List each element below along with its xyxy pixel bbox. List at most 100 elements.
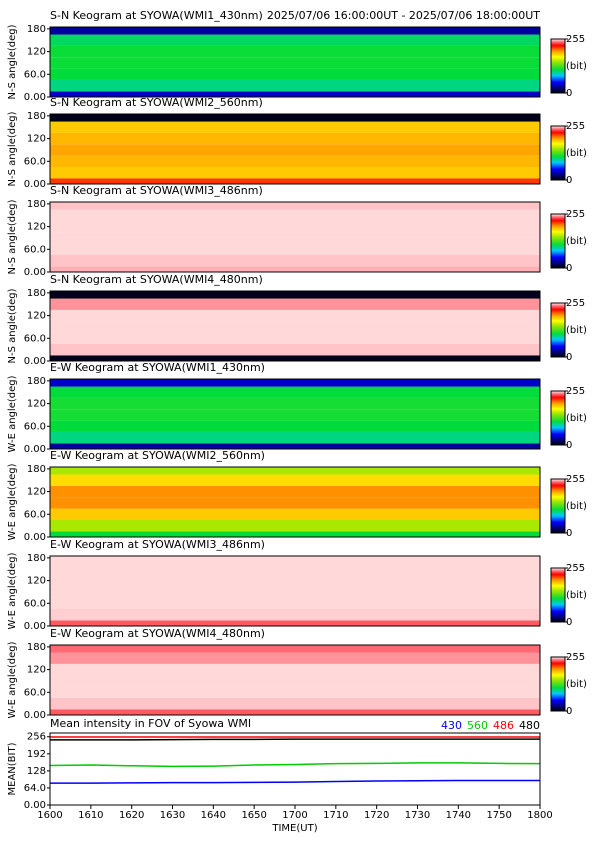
- y-tick-label: 64.0: [24, 783, 46, 794]
- panel-title: Mean intensity in FOV of Syowa WMI: [50, 717, 251, 730]
- keogram-band: [50, 397, 540, 410]
- y-tick-label: 60.0: [24, 421, 46, 432]
- legend-entry: 480: [519, 719, 540, 732]
- keogram-band: [50, 556, 540, 564]
- x-tick-label: 1710: [323, 810, 348, 821]
- keogram-band: [50, 467, 540, 475]
- x-tick-label: 1720: [364, 810, 389, 821]
- colorbar: [550, 302, 566, 358]
- colorbar: [550, 213, 566, 269]
- keogram-band: [50, 586, 540, 598]
- colorbar-label: (bit): [566, 325, 587, 336]
- keogram-band: [50, 574, 540, 587]
- keogram-band: [50, 652, 540, 664]
- colorbar-label: (bit): [566, 679, 587, 690]
- y-tick-label: 180: [27, 199, 46, 210]
- colorbar-label: (bit): [566, 501, 587, 512]
- y-axis-label: W-E angle(deg): [7, 375, 18, 452]
- y-tick-label: 0.00: [24, 92, 46, 103]
- y-tick-label: 0.00: [24, 267, 46, 278]
- plot-frame: [49, 290, 541, 362]
- y-axis-label: W-E angle(deg): [7, 552, 18, 629]
- keogram-band: [50, 443, 540, 449]
- keogram-band: [50, 114, 540, 122]
- colorbar: [550, 656, 566, 712]
- y-tick-label: 180: [27, 24, 46, 35]
- plot-frame: [49, 466, 541, 538]
- keogram-band: [50, 57, 540, 69]
- keogram-band: [50, 132, 540, 145]
- colorbar: [550, 38, 566, 94]
- colorbar-tick-label: 255: [566, 652, 585, 663]
- keogram-band: [50, 178, 540, 184]
- plot-frame: [49, 26, 541, 98]
- panel-title: S-N Keogram at SYOWA(WMI4_480nm): [50, 273, 263, 286]
- keogram-band: [50, 420, 540, 432]
- colorbar-tick-label: 0: [566, 352, 572, 363]
- panel-title: S-N Keogram at SYOWA(WMI1_430nm): [50, 9, 263, 22]
- colorbar-tick-label: 0: [566, 528, 572, 539]
- keogram-band: [50, 431, 540, 444]
- y-tick-label: 180: [27, 111, 46, 122]
- legend-entry: 486: [493, 719, 514, 732]
- colorbar: [550, 567, 566, 623]
- y-tick-label: 0.00: [24, 532, 46, 543]
- y-tick-label: 60.0: [24, 333, 46, 344]
- panel-title: E-W Keogram at SYOWA(WMI3_486nm): [50, 538, 265, 551]
- keogram-band: [50, 409, 540, 421]
- y-tick-label: 128: [27, 766, 46, 777]
- panel-title: E-W Keogram at SYOWA(WMI2_560nm): [50, 449, 265, 462]
- x-tick-label: 1730: [405, 810, 430, 821]
- keogram-band: [50, 508, 540, 520]
- x-tick-label: 1750: [486, 810, 511, 821]
- y-tick-label: 60.0: [24, 598, 46, 609]
- keogram-band: [50, 645, 540, 653]
- y-tick-label: 120: [27, 399, 46, 410]
- keogram-band: [50, 155, 540, 167]
- y-tick-label: 0.00: [24, 356, 46, 367]
- keogram-band: [50, 620, 540, 626]
- colorbar-label: (bit): [566, 148, 587, 159]
- colorbar-label: (bit): [566, 413, 587, 424]
- keogram-band: [50, 254, 540, 267]
- series-line: [49, 762, 541, 768]
- x-tick-label: 1630: [160, 810, 185, 821]
- y-axis-label: N-S angle(deg): [7, 199, 18, 274]
- colorbar-tick-label: 0: [566, 440, 572, 451]
- colorbar-tick-label: 0: [566, 706, 572, 717]
- keogram-band: [50, 34, 540, 46]
- colorbar: [550, 125, 566, 181]
- colorbar-tick-label: 255: [566, 563, 585, 574]
- x-tick-label: 1640: [201, 810, 226, 821]
- keogram-band: [50, 291, 540, 299]
- colorbar-tick-label: 0: [566, 263, 572, 274]
- y-tick-label: 256: [27, 732, 46, 743]
- panel-title: S-N Keogram at SYOWA(WMI3_486nm): [50, 184, 263, 197]
- series-line: [50, 779, 540, 784]
- y-tick-label: 180: [27, 642, 46, 653]
- keogram-band: [50, 298, 540, 310]
- x-tick-label: 1620: [119, 810, 144, 821]
- keogram-band: [50, 597, 540, 609]
- colorbar: [550, 390, 566, 446]
- y-tick-label: 120: [27, 47, 46, 58]
- colorbar-label: (bit): [566, 236, 587, 247]
- keogram-band: [50, 379, 540, 387]
- keogram-band: [50, 91, 540, 97]
- y-tick-label: 120: [27, 487, 46, 498]
- colorbar-tick-label: 255: [566, 209, 585, 220]
- panel-title: S-N Keogram at SYOWA(WMI2_560nm): [50, 96, 263, 109]
- keogram-band: [50, 608, 540, 621]
- y-tick-label: 120: [27, 134, 46, 145]
- colorbar-tick-label: 255: [566, 34, 585, 45]
- plot-frame: [49, 555, 541, 627]
- y-tick-label: 120: [27, 311, 46, 322]
- series-line: [50, 738, 540, 741]
- colorbar-label: (bit): [566, 61, 587, 72]
- y-axis-label: W-E angle(deg): [7, 463, 18, 540]
- x-tick-label: 1600: [37, 810, 62, 821]
- plot-frame: [49, 113, 541, 185]
- legend-entry: 560: [467, 719, 488, 732]
- keogram-band: [50, 232, 540, 244]
- panel-subtitle: 2025/07/06 16:00:00UT - 2025/07/06 18:00…: [267, 9, 540, 22]
